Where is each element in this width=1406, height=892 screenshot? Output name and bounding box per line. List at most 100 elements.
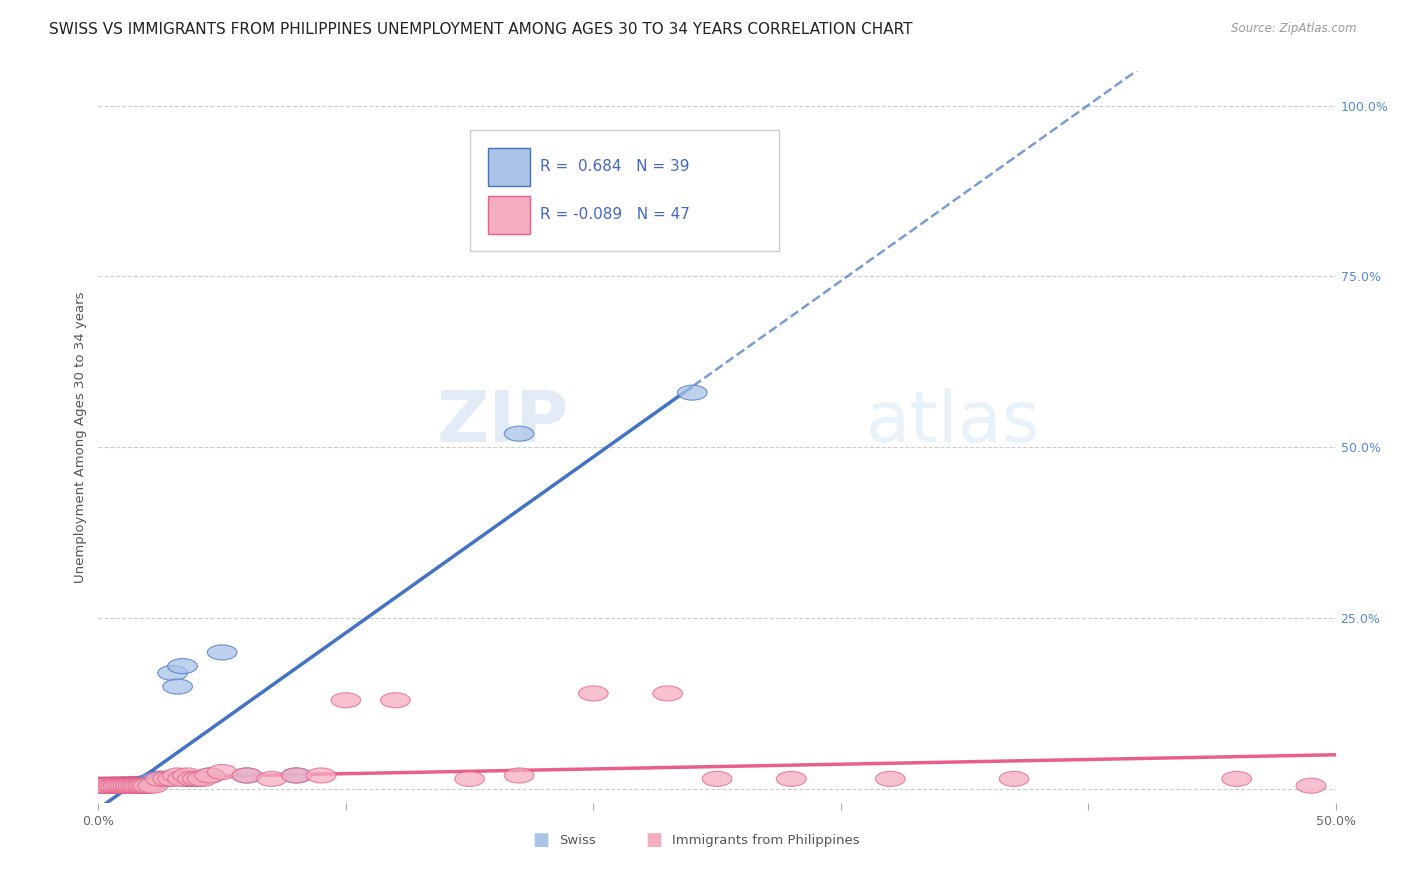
Text: R = -0.089   N = 47: R = -0.089 N = 47: [540, 207, 690, 222]
Ellipse shape: [135, 775, 166, 789]
FancyBboxPatch shape: [470, 130, 779, 251]
Ellipse shape: [138, 775, 167, 789]
Ellipse shape: [128, 778, 157, 793]
Ellipse shape: [96, 778, 125, 793]
Ellipse shape: [163, 768, 193, 783]
Ellipse shape: [118, 778, 148, 793]
Ellipse shape: [145, 772, 176, 787]
Ellipse shape: [307, 768, 336, 783]
Text: Swiss: Swiss: [560, 834, 596, 847]
Ellipse shape: [121, 778, 150, 793]
Ellipse shape: [111, 778, 141, 793]
Ellipse shape: [91, 778, 121, 793]
Ellipse shape: [207, 764, 238, 780]
Text: atlas: atlas: [866, 388, 1040, 457]
Text: R =  0.684   N = 39: R = 0.684 N = 39: [540, 159, 689, 174]
Ellipse shape: [1000, 772, 1029, 787]
Ellipse shape: [131, 778, 160, 793]
Ellipse shape: [125, 778, 155, 793]
Text: Source: ZipAtlas.com: Source: ZipAtlas.com: [1232, 22, 1357, 36]
Ellipse shape: [138, 778, 167, 793]
Ellipse shape: [776, 772, 806, 787]
Ellipse shape: [83, 778, 114, 793]
Ellipse shape: [134, 778, 163, 793]
Ellipse shape: [157, 772, 187, 787]
Text: ■: ■: [645, 831, 662, 849]
Ellipse shape: [104, 778, 134, 793]
Ellipse shape: [702, 772, 733, 787]
Ellipse shape: [1296, 778, 1326, 793]
Ellipse shape: [105, 778, 135, 793]
Ellipse shape: [105, 778, 135, 793]
Ellipse shape: [118, 778, 148, 793]
Ellipse shape: [183, 772, 212, 787]
Ellipse shape: [111, 778, 141, 793]
Ellipse shape: [153, 772, 183, 787]
Ellipse shape: [150, 772, 180, 787]
Ellipse shape: [89, 778, 118, 793]
Ellipse shape: [104, 778, 134, 793]
Ellipse shape: [177, 772, 207, 787]
FancyBboxPatch shape: [488, 195, 530, 234]
Ellipse shape: [678, 385, 707, 401]
Ellipse shape: [98, 778, 128, 793]
Ellipse shape: [131, 778, 160, 793]
Ellipse shape: [177, 772, 207, 787]
Ellipse shape: [108, 778, 138, 793]
Y-axis label: Unemployment Among Ages 30 to 34 years: Unemployment Among Ages 30 to 34 years: [75, 292, 87, 582]
Text: SWISS VS IMMIGRANTS FROM PHILIPPINES UNEMPLOYMENT AMONG AGES 30 TO 34 YEARS CORR: SWISS VS IMMIGRANTS FROM PHILIPPINES UNE…: [49, 22, 912, 37]
Ellipse shape: [91, 778, 121, 793]
Ellipse shape: [128, 778, 157, 793]
Ellipse shape: [195, 768, 225, 783]
Text: Immigrants from Philippines: Immigrants from Philippines: [672, 834, 859, 847]
Ellipse shape: [652, 686, 682, 701]
Ellipse shape: [505, 768, 534, 783]
Ellipse shape: [1222, 772, 1251, 787]
Ellipse shape: [83, 778, 114, 793]
Ellipse shape: [98, 778, 128, 793]
Ellipse shape: [89, 778, 118, 793]
Ellipse shape: [145, 772, 176, 787]
Ellipse shape: [578, 686, 609, 701]
Ellipse shape: [134, 775, 163, 789]
Ellipse shape: [163, 679, 193, 694]
Ellipse shape: [257, 772, 287, 787]
FancyBboxPatch shape: [488, 148, 530, 186]
Ellipse shape: [115, 778, 145, 793]
Ellipse shape: [281, 768, 311, 783]
Ellipse shape: [101, 778, 131, 793]
Ellipse shape: [232, 768, 262, 783]
Ellipse shape: [876, 772, 905, 787]
Ellipse shape: [101, 778, 131, 793]
Ellipse shape: [183, 772, 212, 787]
Ellipse shape: [148, 772, 177, 787]
Ellipse shape: [207, 645, 238, 660]
Ellipse shape: [124, 778, 153, 793]
Ellipse shape: [187, 772, 217, 787]
Ellipse shape: [173, 768, 202, 783]
Ellipse shape: [167, 658, 197, 673]
Ellipse shape: [232, 768, 262, 783]
Ellipse shape: [173, 772, 202, 787]
Ellipse shape: [115, 778, 145, 793]
Ellipse shape: [108, 778, 138, 793]
Ellipse shape: [454, 772, 485, 787]
Ellipse shape: [167, 772, 197, 787]
Text: ■: ■: [533, 831, 550, 849]
Ellipse shape: [153, 772, 183, 787]
Ellipse shape: [125, 778, 155, 793]
Ellipse shape: [281, 768, 311, 783]
Ellipse shape: [124, 778, 153, 793]
Ellipse shape: [143, 772, 173, 787]
Ellipse shape: [330, 693, 361, 707]
Ellipse shape: [96, 778, 125, 793]
Ellipse shape: [121, 778, 150, 793]
Ellipse shape: [381, 693, 411, 707]
Ellipse shape: [195, 768, 225, 783]
Ellipse shape: [114, 778, 143, 793]
Ellipse shape: [114, 778, 143, 793]
Text: ZIP: ZIP: [436, 388, 568, 457]
Ellipse shape: [141, 772, 170, 787]
Ellipse shape: [157, 665, 187, 681]
Ellipse shape: [505, 426, 534, 442]
